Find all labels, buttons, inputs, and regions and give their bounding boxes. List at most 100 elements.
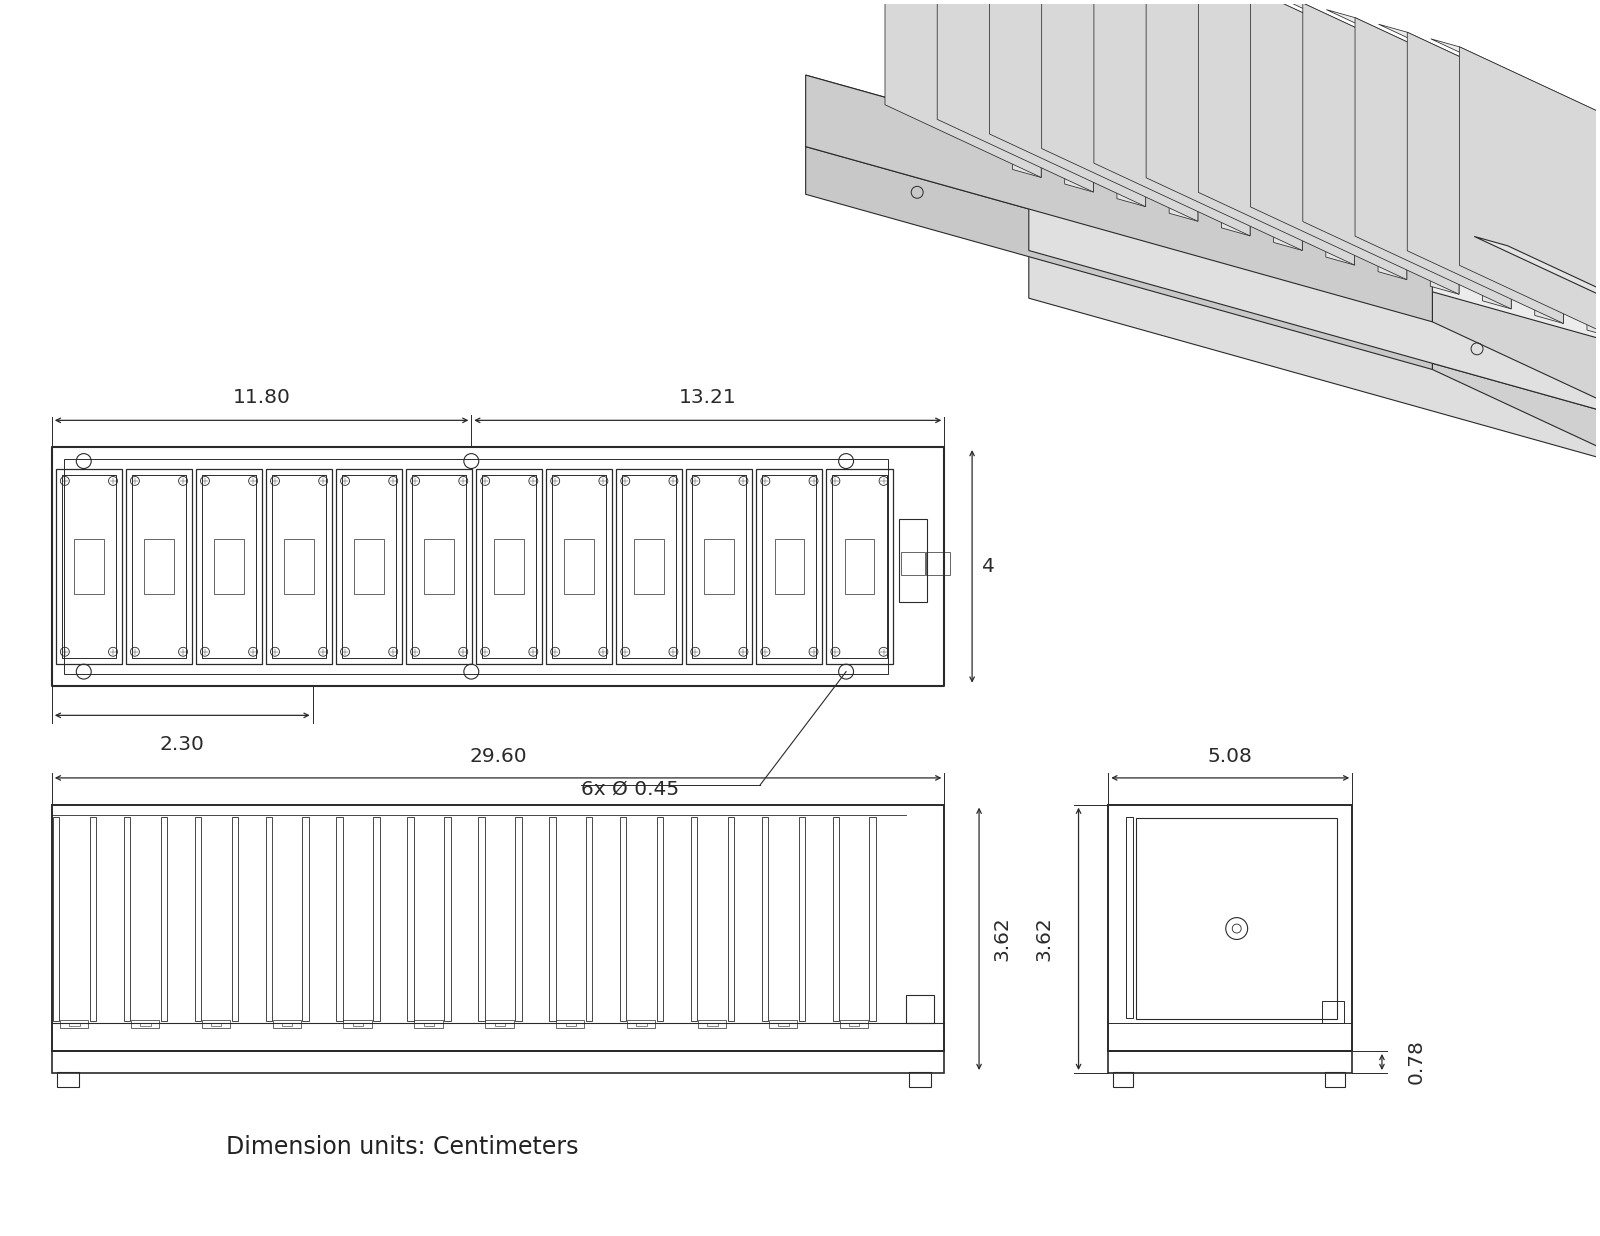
Polygon shape (1379, 25, 1563, 105)
Bar (424, 539, 454, 593)
Bar (74, 539, 104, 593)
Bar (126, 468, 192, 664)
Bar (131, 1020, 158, 1028)
Text: 5.08: 5.08 (1208, 747, 1253, 766)
Polygon shape (1474, 236, 1600, 303)
Polygon shape (1013, 0, 1198, 2)
Bar (232, 817, 238, 1021)
Bar (698, 1020, 726, 1028)
Bar (627, 1020, 656, 1028)
Polygon shape (1432, 321, 1600, 473)
Polygon shape (1170, 0, 1355, 47)
Bar (845, 539, 874, 593)
Bar (408, 817, 414, 1021)
Polygon shape (1251, 0, 1406, 279)
Polygon shape (806, 147, 1432, 370)
Bar (515, 817, 522, 1021)
Text: 13.21: 13.21 (678, 388, 736, 408)
Bar (1114, 1072, 1133, 1086)
Bar (850, 1022, 859, 1026)
Bar (686, 468, 752, 664)
Bar (285, 539, 314, 593)
Bar (160, 817, 166, 1021)
Polygon shape (1013, 0, 1042, 178)
Polygon shape (1117, 0, 1146, 206)
Polygon shape (1221, 10, 1250, 236)
Polygon shape (1483, 83, 1512, 309)
Polygon shape (1029, 251, 1600, 473)
Bar (354, 539, 384, 593)
Polygon shape (1587, 111, 1600, 339)
Bar (477, 468, 542, 664)
Bar (901, 551, 925, 575)
Bar (266, 817, 272, 1021)
Bar (728, 817, 734, 1021)
Bar (373, 817, 379, 1021)
Bar (202, 1020, 230, 1028)
Bar (56, 468, 122, 664)
Polygon shape (1430, 68, 1459, 294)
Bar (69, 1022, 80, 1026)
Polygon shape (1326, 10, 1512, 90)
Polygon shape (938, 0, 1093, 192)
Bar (51, 805, 944, 1051)
Bar (59, 1020, 88, 1028)
Bar (762, 817, 768, 1021)
Bar (656, 817, 664, 1021)
Bar (406, 468, 472, 664)
Bar (1109, 805, 1352, 1051)
Bar (768, 1020, 797, 1028)
Polygon shape (1042, 0, 1198, 221)
Polygon shape (1117, 0, 1302, 32)
Bar (144, 539, 174, 593)
Polygon shape (1430, 38, 1600, 120)
Bar (1136, 818, 1338, 1020)
Bar (494, 1022, 506, 1026)
Bar (691, 817, 698, 1021)
Bar (909, 1072, 931, 1086)
Bar (354, 1022, 363, 1026)
Bar (707, 1022, 718, 1026)
Bar (272, 1020, 301, 1028)
Polygon shape (1094, 0, 1250, 236)
Bar (336, 817, 342, 1021)
Bar (336, 468, 402, 664)
Bar (899, 519, 928, 602)
Text: 3.62: 3.62 (992, 916, 1011, 962)
Bar (546, 468, 613, 664)
Bar (445, 817, 451, 1021)
Bar (51, 447, 944, 686)
Bar (832, 817, 838, 1021)
Bar (637, 1022, 646, 1026)
Bar (272, 475, 326, 658)
Bar (635, 539, 664, 593)
Bar (202, 475, 256, 658)
Text: Dimension units: Centimeters: Dimension units: Centimeters (226, 1136, 578, 1159)
Bar (1126, 817, 1133, 1018)
Bar (757, 468, 822, 664)
Bar (266, 468, 333, 664)
Bar (211, 1022, 221, 1026)
Bar (549, 817, 555, 1021)
Polygon shape (1302, 2, 1459, 294)
Bar (693, 475, 747, 658)
Bar (413, 475, 466, 658)
Polygon shape (1459, 47, 1600, 339)
Polygon shape (1066, 0, 1250, 17)
Bar (344, 1020, 371, 1028)
Bar (1322, 1001, 1344, 1023)
Bar (619, 817, 627, 1021)
Bar (342, 475, 397, 658)
Bar (195, 468, 262, 664)
Bar (704, 539, 734, 593)
Bar (282, 1022, 293, 1026)
Polygon shape (1170, 0, 1198, 221)
Polygon shape (885, 0, 1042, 178)
Bar (762, 475, 816, 658)
Bar (907, 995, 934, 1023)
Text: 2.30: 2.30 (160, 735, 205, 754)
Bar (778, 1022, 789, 1026)
Bar (90, 817, 96, 1021)
Text: 0.78: 0.78 (1406, 1039, 1426, 1084)
Bar (869, 817, 875, 1021)
